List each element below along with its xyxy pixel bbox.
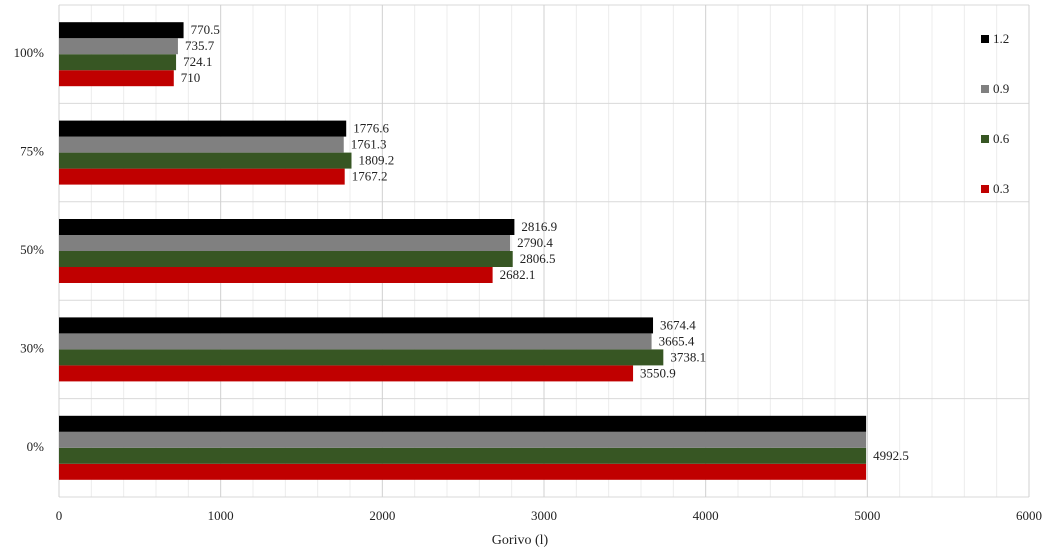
- x-axis-label: Gorivo (l): [492, 533, 549, 548]
- data-label: 3738.1: [670, 349, 706, 364]
- legend-label: 0.9: [993, 81, 1009, 96]
- x-tick-label: 2000: [369, 508, 395, 523]
- data-label: 3665.4: [659, 333, 695, 348]
- bar: [59, 431, 867, 448]
- data-label: 1809.2: [358, 153, 394, 168]
- y-tick-label: 30%: [20, 340, 44, 355]
- data-label: 2806.5: [520, 251, 556, 266]
- bar: [59, 120, 347, 137]
- bar: [59, 54, 177, 71]
- x-tick-label: 0: [56, 508, 63, 523]
- data-label: 4992.5: [873, 448, 909, 463]
- bar: [59, 235, 511, 251]
- data-label: 2816.9: [521, 219, 557, 234]
- y-tick-label: 100%: [14, 45, 45, 60]
- bar: [59, 70, 174, 87]
- y-tick-label: 0%: [27, 439, 45, 454]
- y-tick-label: 75%: [20, 144, 44, 159]
- legend-label: 1.2: [993, 31, 1009, 46]
- bar: [59, 251, 513, 267]
- data-label: 1761.3: [351, 137, 387, 152]
- data-label: 1767.2: [352, 169, 388, 184]
- legend-swatch: [981, 35, 989, 43]
- data-label: 724.1: [183, 54, 212, 69]
- x-tick-label: 6000: [1016, 508, 1042, 523]
- bar: [59, 415, 867, 432]
- bar: [59, 38, 178, 55]
- data-label: 735.7: [185, 38, 215, 53]
- legend-swatch: [981, 85, 989, 93]
- x-tick-label: 4000: [693, 508, 719, 523]
- legend-swatch: [981, 185, 989, 193]
- data-label: 770.5: [191, 22, 220, 37]
- data-label: 2682.1: [500, 267, 536, 282]
- x-tick-label: 1000: [208, 508, 234, 523]
- bar: [59, 152, 352, 169]
- legend-label: 0.3: [993, 181, 1009, 196]
- bar: [59, 365, 634, 382]
- bar: [59, 219, 515, 235]
- bar: [59, 267, 493, 283]
- bar: [59, 463, 867, 480]
- legend-label: 0.6: [993, 131, 1010, 146]
- legend-swatch: [981, 135, 989, 143]
- bar: [59, 447, 867, 464]
- data-label: 3674.4: [660, 317, 696, 332]
- data-label: 3550.9: [640, 365, 676, 380]
- x-tick-label: 3000: [531, 508, 557, 523]
- x-tick-label: 5000: [854, 508, 880, 523]
- y-tick-label: 50%: [20, 242, 44, 257]
- bar: [59, 136, 344, 153]
- data-label: 2790.4: [517, 235, 553, 250]
- bar: [59, 168, 345, 185]
- data-label: 710: [181, 70, 201, 85]
- bar: [59, 333, 652, 350]
- bar: [59, 317, 654, 334]
- data-label: 1776.6: [353, 121, 389, 136]
- bar: [59, 349, 664, 366]
- bar: [59, 22, 184, 39]
